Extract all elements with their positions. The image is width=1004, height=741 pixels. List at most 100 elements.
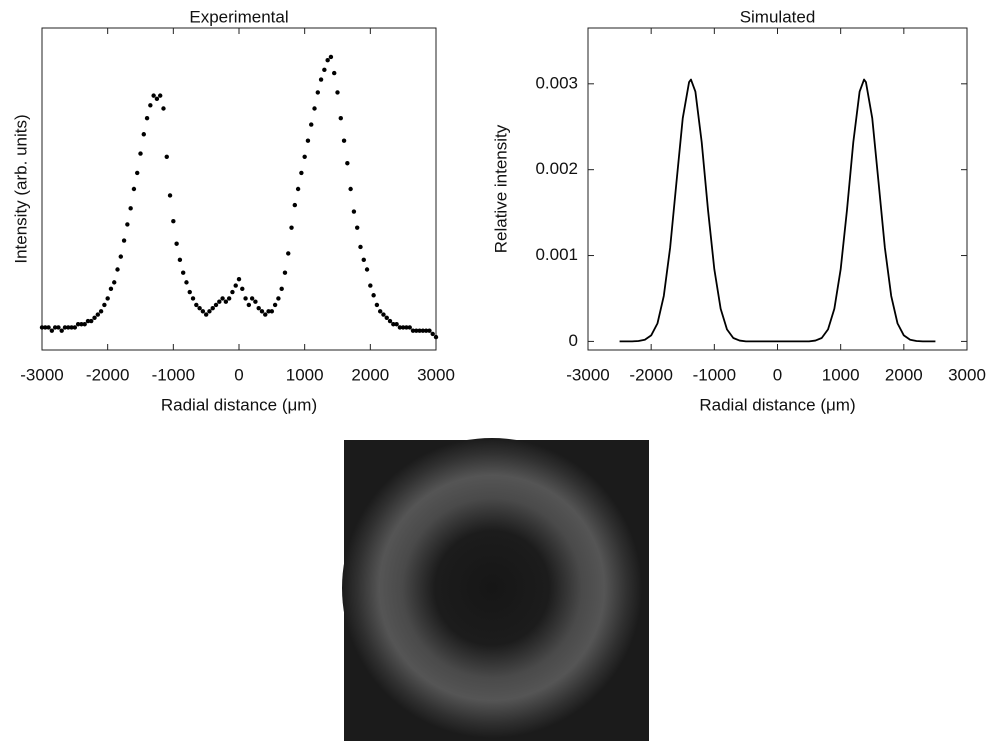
data-point <box>279 286 284 292</box>
data-point <box>115 267 120 272</box>
data-point <box>315 90 320 95</box>
y-tick-label: 0.001 <box>535 245 578 264</box>
data-point <box>377 309 383 314</box>
data-point <box>404 325 409 330</box>
data-point <box>62 325 68 330</box>
data-point <box>338 115 343 121</box>
y-axis-label: Intensity (arb. units) <box>11 114 30 263</box>
x-tick-label: -1000 <box>693 365 736 384</box>
data-point <box>309 122 314 127</box>
data-point <box>82 322 87 327</box>
plot-frame <box>587 27 968 351</box>
data-point <box>364 267 370 272</box>
data-point <box>391 322 396 327</box>
data-point <box>203 312 209 317</box>
data-point <box>423 328 429 333</box>
data-point <box>328 54 334 60</box>
data-point <box>171 219 176 224</box>
data-point <box>167 193 173 198</box>
data-point <box>138 151 143 156</box>
data-point <box>59 328 64 333</box>
data-point <box>240 286 245 292</box>
data-point <box>302 154 307 159</box>
data-point <box>351 209 357 214</box>
data-point <box>368 283 373 288</box>
data-point <box>348 186 353 192</box>
data-point <box>144 115 150 121</box>
data-point <box>226 296 232 301</box>
x-tick-label: -3000 <box>566 365 609 384</box>
data-point <box>230 289 235 295</box>
data-point <box>200 309 206 314</box>
data-point <box>427 328 432 333</box>
chart-title: Experimental <box>189 7 288 26</box>
data-point <box>66 325 71 330</box>
data-point <box>158 93 163 98</box>
data-point <box>125 222 130 227</box>
data-point <box>79 322 84 327</box>
plot-frame <box>41 27 437 351</box>
data-point <box>49 328 55 333</box>
data-point <box>98 309 104 314</box>
chart-title: Simulated <box>740 7 816 26</box>
x-tick-label: 3000 <box>417 365 455 384</box>
data-point <box>381 312 386 317</box>
data-point <box>180 270 186 275</box>
x-tick-label: 2000 <box>351 365 389 384</box>
data-point <box>217 299 222 304</box>
data-point <box>128 206 133 211</box>
data-point <box>141 132 146 137</box>
data-point <box>102 302 107 308</box>
data-point <box>151 93 156 98</box>
x-tick-label: -3000 <box>20 365 63 384</box>
data-point <box>243 296 248 301</box>
data-point <box>292 202 298 208</box>
x-tick-label: -1000 <box>152 365 195 384</box>
data-point <box>39 325 45 330</box>
data-point <box>161 106 166 111</box>
x-tick-label: 1000 <box>822 365 860 384</box>
data-point <box>420 328 426 333</box>
data-point <box>112 280 117 285</box>
data-point <box>210 305 215 311</box>
x-tick-label: 1000 <box>286 365 324 384</box>
x-tick-label: 2000 <box>885 365 923 384</box>
data-point <box>187 289 192 295</box>
data-point <box>253 299 258 304</box>
data-point <box>184 280 189 285</box>
data-point <box>177 257 183 263</box>
data-point <box>154 96 160 102</box>
data-point <box>361 257 366 263</box>
data-point <box>174 241 179 246</box>
data-point <box>43 325 48 330</box>
data-point <box>89 318 94 324</box>
data-point <box>414 328 419 333</box>
data-point <box>95 312 101 317</box>
data-point <box>394 322 399 327</box>
ring-image <box>342 438 649 741</box>
data-point <box>410 328 416 333</box>
x-axis-label: Radial distance (μm) <box>161 395 317 414</box>
data-point <box>400 325 406 330</box>
y-axis-label: Relative intensity <box>491 124 510 253</box>
chart: Experimental Radial distance (μm) Intensit… <box>11 7 454 414</box>
data-point <box>282 270 288 275</box>
data-point <box>249 296 255 301</box>
data-point <box>269 309 275 314</box>
data-point <box>69 325 74 330</box>
x-tick-label: -2000 <box>629 365 672 384</box>
data-point <box>105 296 110 301</box>
data-point <box>194 302 199 308</box>
data-point <box>371 293 376 298</box>
data-point <box>85 318 91 324</box>
data-point <box>108 286 114 292</box>
data-point <box>131 186 137 192</box>
data-point <box>374 302 380 308</box>
data-point <box>92 315 97 320</box>
data-point <box>299 170 304 176</box>
data-point <box>433 334 439 340</box>
data-point <box>266 309 271 314</box>
data-point <box>407 325 412 330</box>
data-point <box>332 70 337 76</box>
data-point <box>121 238 127 243</box>
